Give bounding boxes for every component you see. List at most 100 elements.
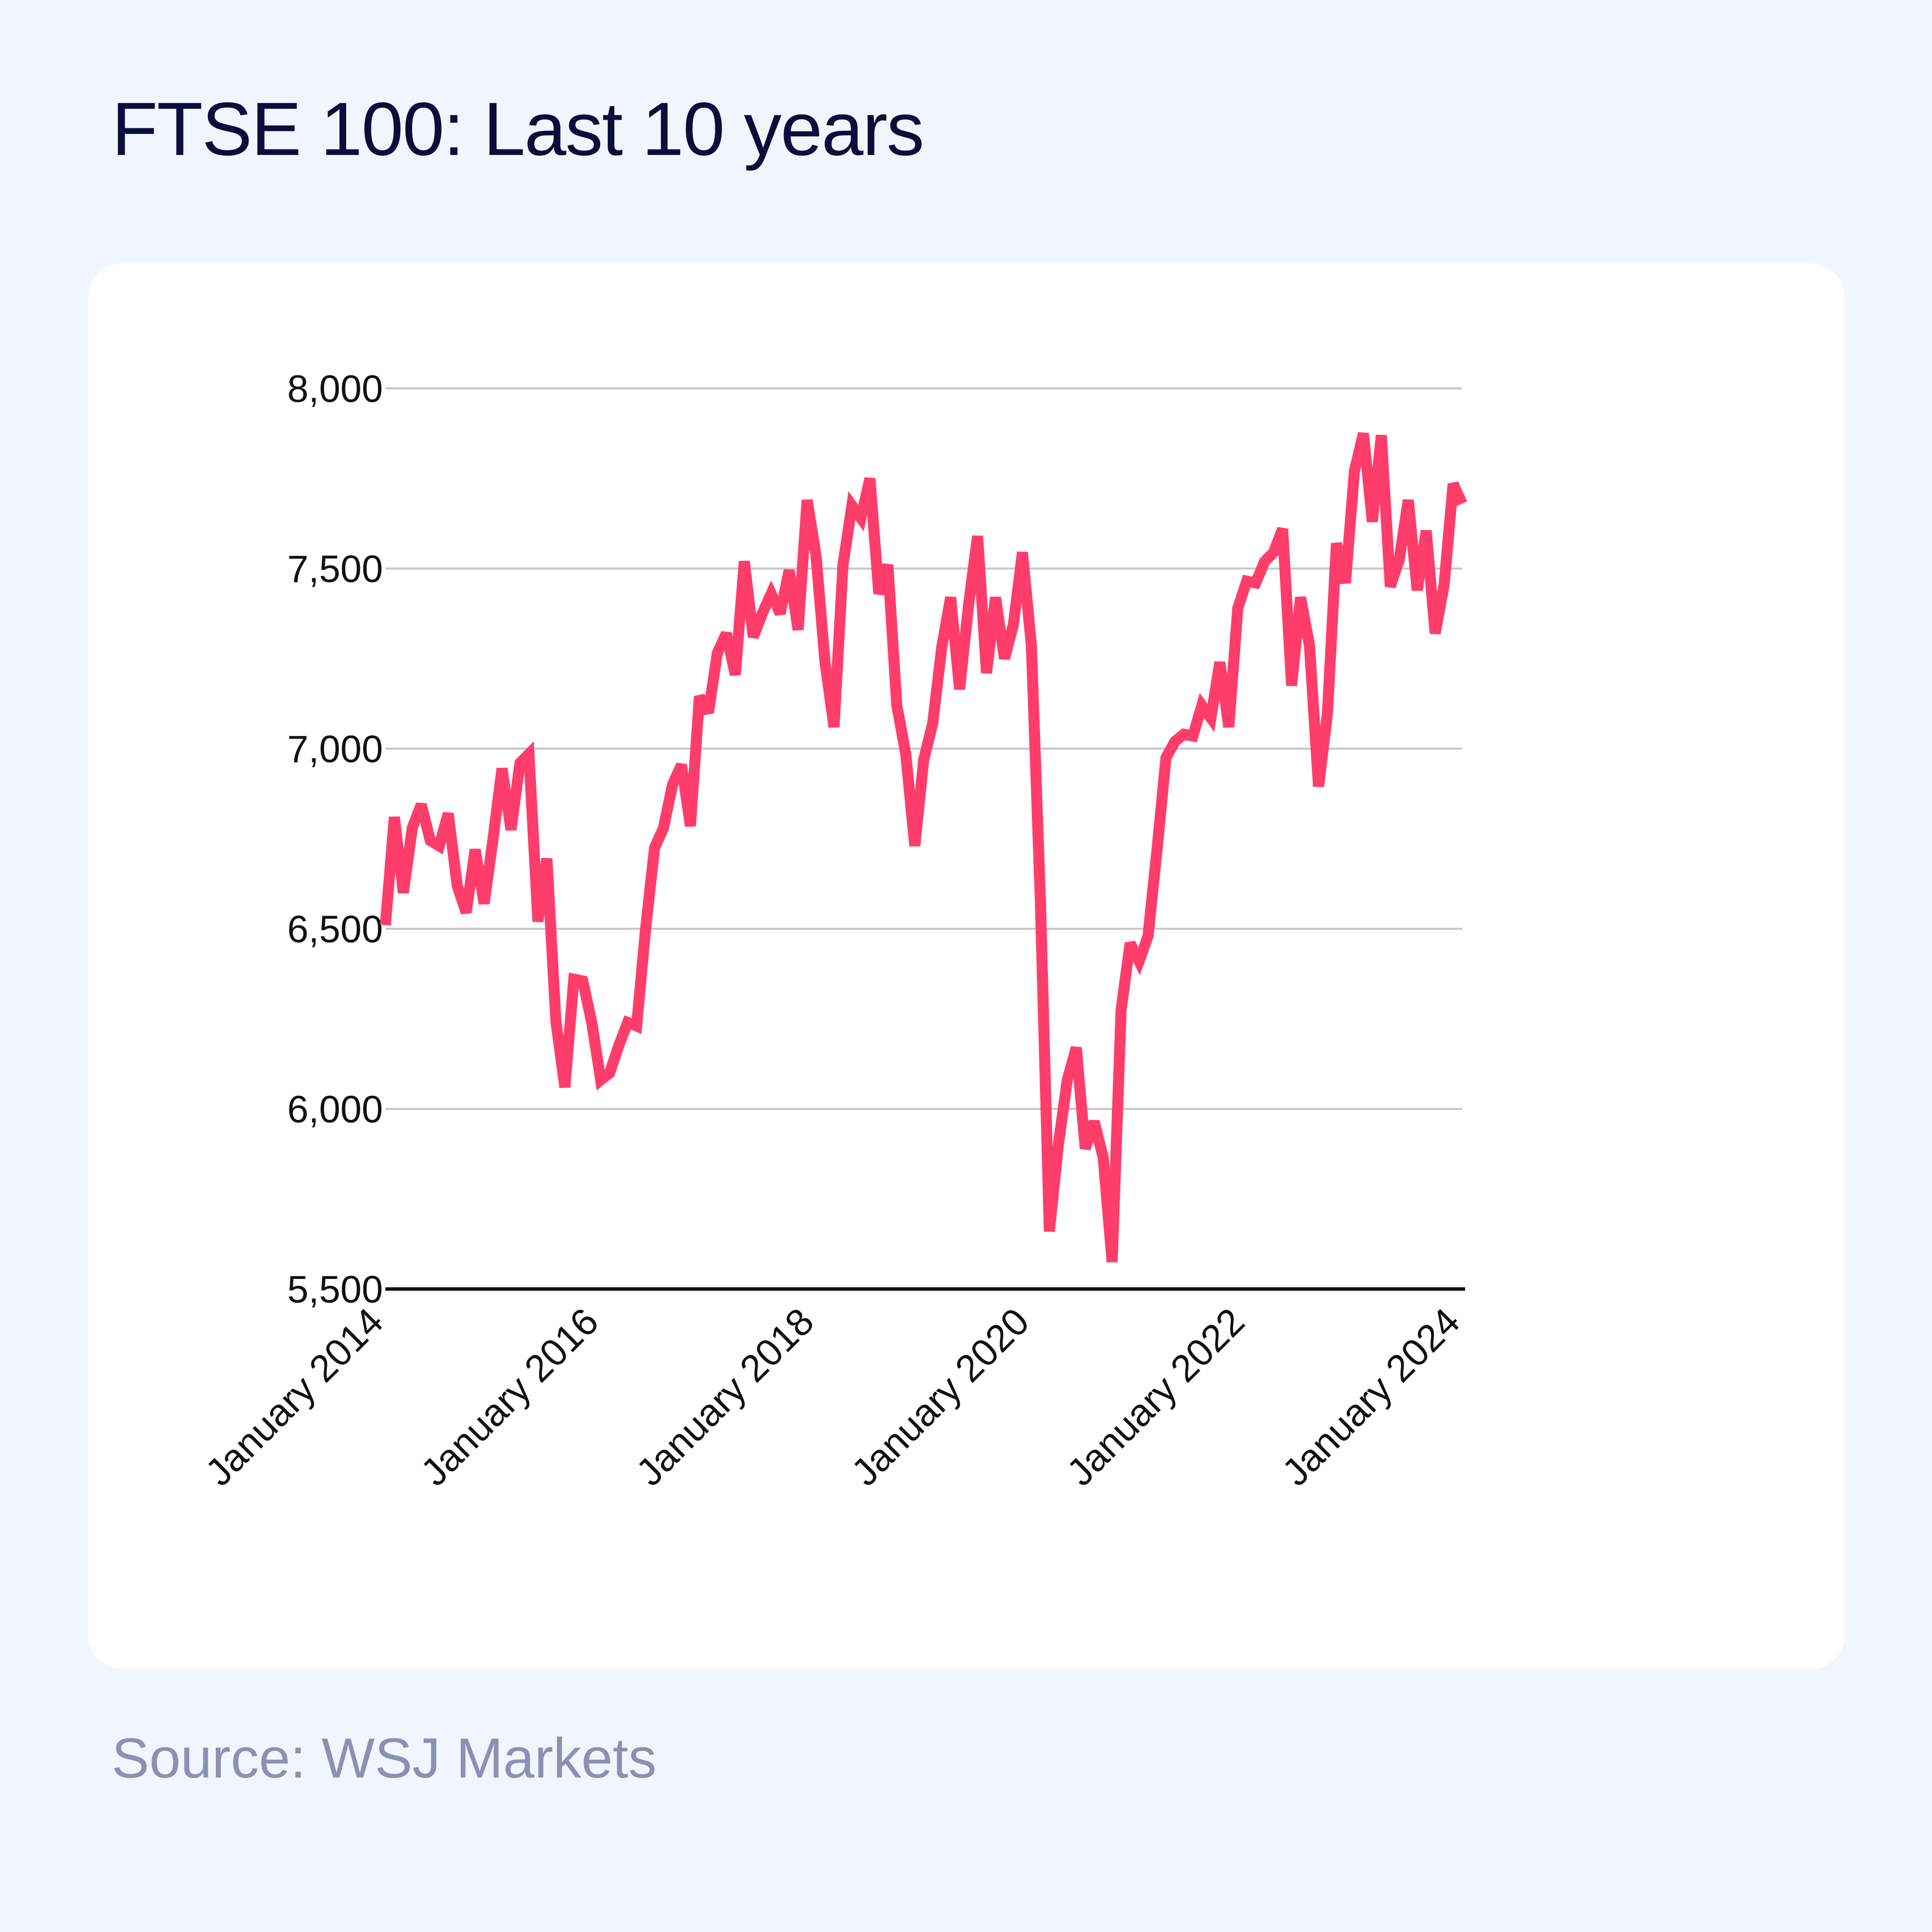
data-point-2017-04 bbox=[735, 674, 736, 675]
data-point-2019-09 bbox=[995, 597, 996, 598]
data-point-2016-01 bbox=[600, 1080, 601, 1081]
data-point-2017-08 bbox=[771, 593, 772, 594]
data-point-2021-09 bbox=[1211, 717, 1212, 718]
data-point-2015-09 bbox=[565, 1087, 566, 1088]
data-point-2021-07 bbox=[1192, 736, 1193, 737]
y-tick-label-8000: 8,000 bbox=[287, 368, 383, 411]
data-point-2023-04 bbox=[1381, 435, 1382, 436]
x-tick-label-2024-01: January 2024 bbox=[1274, 1300, 1468, 1494]
data-point-2018-04 bbox=[843, 565, 844, 566]
data-point-2021-01 bbox=[1139, 960, 1140, 961]
data-point-2020-11 bbox=[1120, 1009, 1121, 1010]
data-point-2018-03 bbox=[834, 727, 835, 728]
data-point-2015-12 bbox=[591, 1022, 592, 1023]
data-point-2019-12 bbox=[1022, 552, 1023, 553]
data-point-2021-03 bbox=[1157, 849, 1158, 850]
data-point-2017-12 bbox=[807, 500, 808, 501]
x-tick-label-2016-01: January 2016 bbox=[413, 1300, 607, 1494]
data-point-2014-12 bbox=[484, 903, 485, 904]
data-point-2023-01 bbox=[1354, 471, 1355, 472]
data-point-2019-01 bbox=[923, 759, 924, 760]
y-tick-label-6000: 6,000 bbox=[287, 1088, 383, 1131]
data-point-2014-08 bbox=[448, 813, 449, 814]
data-point-2014-10 bbox=[466, 912, 467, 913]
data-point-2015-05 bbox=[528, 754, 529, 755]
data-point-2016-03 bbox=[618, 1045, 619, 1046]
y-tick-label-6500: 6,500 bbox=[287, 908, 383, 951]
data-point-2023-06 bbox=[1399, 559, 1400, 560]
data-point-2022-05 bbox=[1282, 528, 1283, 529]
data-point-2017-09 bbox=[780, 613, 781, 614]
data-point-2018-02 bbox=[825, 662, 826, 663]
data-point-2017-03 bbox=[726, 633, 727, 634]
data-point-2023-05 bbox=[1390, 586, 1391, 587]
x-tick-label-2018-01: January 2018 bbox=[628, 1300, 822, 1494]
data-point-2015-10 bbox=[574, 979, 575, 980]
data-point-2018-06 bbox=[860, 518, 861, 519]
data-point-2017-02 bbox=[717, 653, 718, 654]
data-point-2022-02 bbox=[1255, 583, 1256, 584]
data-point-2017-01 bbox=[708, 712, 709, 713]
data-point-2018-12 bbox=[914, 845, 915, 846]
data-point-2016-05 bbox=[636, 1025, 637, 1026]
data-point-2020-10 bbox=[1112, 1261, 1113, 1262]
data-point-2020-05 bbox=[1067, 1080, 1068, 1081]
data-point-2018-11 bbox=[905, 754, 906, 755]
data-point-2015-08 bbox=[555, 1020, 556, 1021]
data-point-2019-06 bbox=[968, 604, 969, 605]
data-point-2021-02 bbox=[1148, 935, 1149, 936]
data-point-2016-12 bbox=[699, 696, 700, 697]
data-point-2023-10 bbox=[1435, 633, 1436, 634]
data-point-2020-04 bbox=[1058, 1145, 1059, 1146]
data-point-2019-05 bbox=[959, 689, 960, 690]
data-point-2019-11 bbox=[1013, 624, 1014, 625]
data-point-2022-03 bbox=[1264, 561, 1265, 562]
data-point-2022-10 bbox=[1327, 712, 1328, 713]
data-point-2022-01 bbox=[1246, 581, 1247, 582]
data-point-2014-04 bbox=[412, 828, 413, 829]
data-point-2020-08 bbox=[1094, 1121, 1095, 1122]
page-title: FTSE 100: Last 10 years bbox=[112, 87, 924, 171]
data-point-2019-08 bbox=[986, 673, 987, 674]
data-point-2018-10 bbox=[897, 705, 898, 706]
data-point-2020-02 bbox=[1040, 900, 1041, 901]
series-layer bbox=[380, 432, 1468, 1263]
data-point-2021-11 bbox=[1228, 727, 1229, 728]
data-point-2015-04 bbox=[520, 763, 521, 764]
data-point-2022-07 bbox=[1300, 597, 1301, 598]
data-point-2018-01 bbox=[816, 555, 817, 556]
data-point-2023-02 bbox=[1363, 433, 1364, 434]
data-point-2016-09 bbox=[672, 784, 673, 785]
data-point-2024-01 bbox=[1462, 503, 1463, 504]
data-point-2023-11 bbox=[1443, 584, 1444, 585]
data-point-2015-03 bbox=[511, 829, 512, 830]
y-tick-label-7500: 7,500 bbox=[287, 548, 383, 591]
data-point-2014-03 bbox=[403, 892, 404, 893]
data-point-2023-12 bbox=[1453, 484, 1454, 485]
data-point-2022-06 bbox=[1291, 685, 1292, 686]
data-point-2016-07 bbox=[654, 847, 655, 848]
data-point-2023-03 bbox=[1372, 521, 1373, 522]
data-point-2023-08 bbox=[1417, 590, 1418, 591]
data-point-2023-09 bbox=[1426, 530, 1427, 531]
data-point-2018-08 bbox=[878, 593, 879, 594]
data-point-2015-02 bbox=[502, 768, 503, 769]
data-point-2018-05 bbox=[851, 505, 852, 506]
data-point-2021-05 bbox=[1174, 741, 1175, 742]
data-point-2020-01 bbox=[1031, 646, 1032, 647]
data-point-2014-06 bbox=[430, 840, 431, 841]
data-point-2016-10 bbox=[681, 764, 682, 765]
data-point-2020-03 bbox=[1049, 1231, 1050, 1232]
data-point-2022-08 bbox=[1309, 646, 1310, 647]
x-tick-label-2022-01: January 2022 bbox=[1059, 1300, 1253, 1494]
data-point-2017-06 bbox=[753, 636, 754, 637]
data-point-2021-06 bbox=[1183, 734, 1184, 735]
data-point-2014-01 bbox=[385, 925, 386, 926]
data-point-2022-12 bbox=[1345, 583, 1346, 584]
data-point-2016-04 bbox=[627, 1022, 628, 1023]
data-point-2017-10 bbox=[789, 570, 790, 571]
data-point-2020-12 bbox=[1130, 943, 1131, 944]
data-point-2016-02 bbox=[609, 1072, 610, 1073]
data-point-2017-05 bbox=[744, 561, 745, 562]
